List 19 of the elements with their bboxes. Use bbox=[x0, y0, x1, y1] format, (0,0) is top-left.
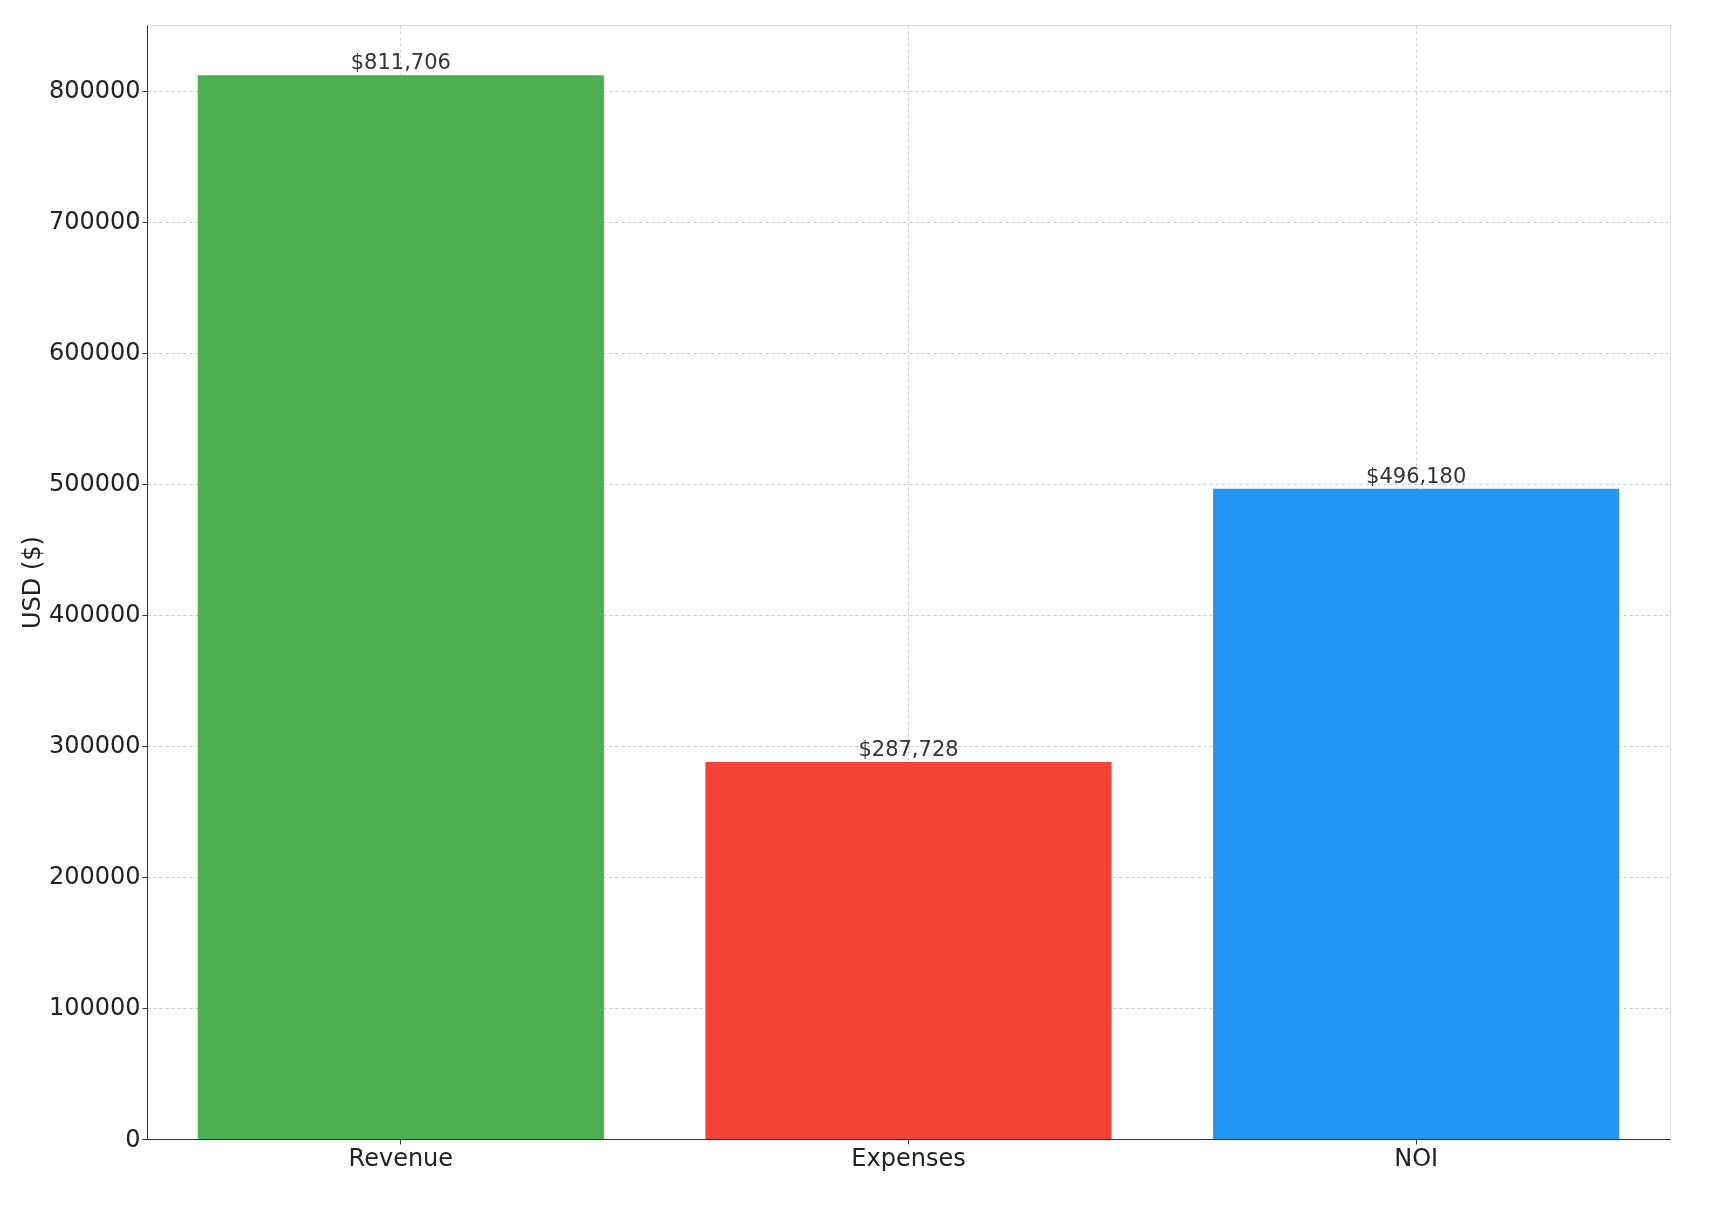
y-tick-label: 800000 bbox=[48, 76, 141, 105]
y-tick-label: 200000 bbox=[48, 862, 141, 891]
bar bbox=[197, 75, 604, 1139]
data-label: $496,180 bbox=[1366, 463, 1467, 488]
data-label: $287,728 bbox=[858, 736, 959, 761]
y-tick-label: 100000 bbox=[48, 993, 141, 1022]
x-tick-label: Revenue bbox=[348, 1143, 454, 1172]
x-tick-label: NOI bbox=[1394, 1143, 1439, 1172]
y-tick-label: 400000 bbox=[48, 600, 141, 629]
y-tick-label: 500000 bbox=[48, 469, 141, 498]
y-tick-label: 700000 bbox=[48, 207, 141, 236]
y-axis-title: USD ($) bbox=[17, 536, 46, 629]
y-tick-label: 0 bbox=[125, 1124, 141, 1153]
x-tick-label: Expenses bbox=[851, 1143, 966, 1172]
y-tick-label: 300000 bbox=[48, 731, 141, 760]
bar bbox=[705, 761, 1112, 1139]
y-tick-label: 600000 bbox=[48, 338, 141, 367]
bar bbox=[1213, 488, 1620, 1139]
data-label: $811,706 bbox=[350, 50, 451, 75]
